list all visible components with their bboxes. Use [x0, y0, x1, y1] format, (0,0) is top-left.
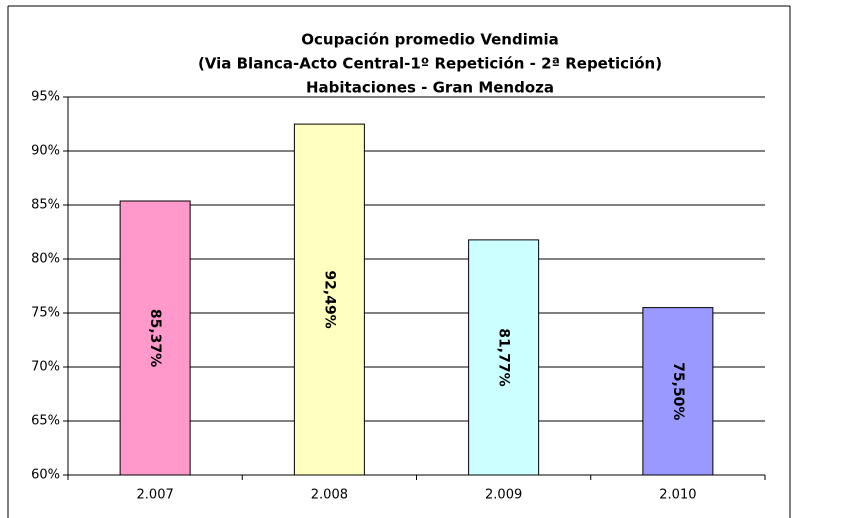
y-tick-label: 65%	[31, 414, 60, 429]
chart-title: (Via Blanca-Acto Central-1º Repetición -…	[198, 55, 662, 73]
chart-title: Habitaciones - Gran Mendoza	[306, 79, 554, 97]
y-tick-label: 80%	[31, 252, 60, 267]
bar	[293, 123, 365, 476]
y-tick-label: 95%	[31, 90, 60, 105]
x-tick-label: 2.009	[485, 488, 522, 503]
y-tick-label: 85%	[31, 198, 60, 213]
x-tick-label: 2.007	[137, 488, 174, 503]
data-label: 75,50%	[670, 362, 686, 420]
y-tick-label: 70%	[31, 360, 60, 375]
y-tick-label: 60%	[31, 468, 60, 483]
data-label: 85,37%	[147, 309, 163, 367]
y-tick-label: 75%	[31, 306, 60, 321]
bar	[119, 200, 191, 476]
y-tick-label: 90%	[31, 144, 60, 159]
data-label: 92,49%	[321, 270, 337, 328]
bar	[468, 239, 540, 476]
chart-title: Ocupación promedio Vendimia	[301, 31, 558, 49]
data-label: 81,77%	[496, 328, 512, 386]
x-tick-label: 2.008	[311, 488, 348, 503]
x-tick-label: 2.010	[659, 488, 696, 503]
bar	[642, 307, 714, 476]
